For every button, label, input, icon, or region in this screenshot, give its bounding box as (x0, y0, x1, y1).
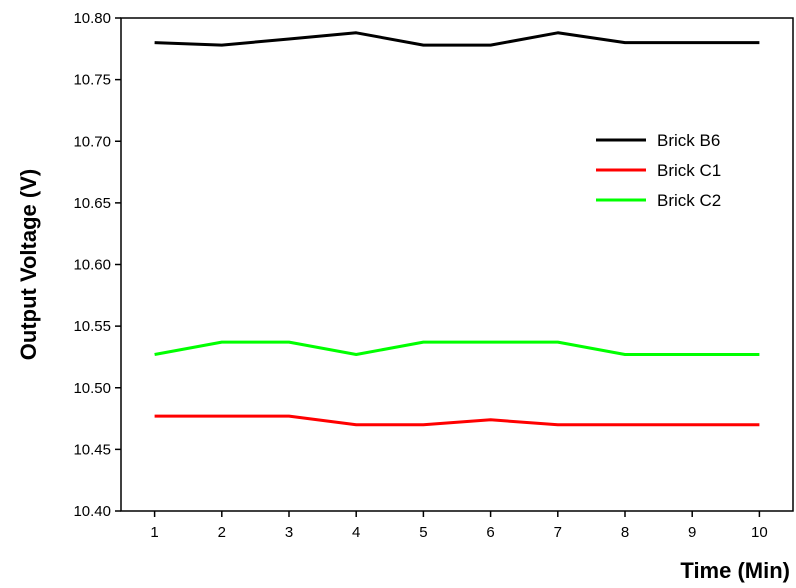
series-line-brick-b6 (154, 31, 760, 47)
x-tick-label: 10 (751, 524, 768, 541)
x-tick-label: 3 (285, 524, 293, 541)
y-tick-label: 10.75 (73, 72, 111, 89)
y-tick-label: 10.45 (73, 441, 111, 458)
series-line-brick-c2 (154, 340, 760, 356)
y-axis-ticks: 10.40 10.45 10.50 10.55 10.60 10.65 10.70 10.75… (73, 10, 121, 520)
y-axis-title: Output Voltage (V) (16, 169, 41, 360)
legend-label-brick-c1: Brick C1 (657, 161, 721, 180)
x-tick-label: 2 (218, 524, 226, 541)
series-lines (154, 31, 760, 427)
legend-label-brick-c2: Brick C2 (657, 191, 721, 210)
x-tick-label: 9 (688, 524, 696, 541)
y-tick-label: 10.50 (73, 380, 111, 397)
x-tick-label: 7 (554, 524, 562, 541)
x-axis-ticks: 1 2 3 4 5 6 7 8 9 10 (150, 511, 768, 541)
legend: Brick B6 Brick C1 Brick C2 (596, 131, 721, 210)
y-tick-label: 10.70 (73, 133, 111, 150)
plot-area (120, 17, 794, 512)
y-tick-label: 10.40 (73, 503, 111, 520)
plot-frame (120, 17, 794, 512)
x-tick-label: 8 (621, 524, 629, 541)
x-tick-label: 5 (419, 524, 427, 541)
y-tick-label: 10.60 (73, 257, 111, 274)
x-tick-label: 4 (352, 524, 360, 541)
x-tick-label: 1 (150, 524, 158, 541)
legend-label-brick-b6: Brick B6 (657, 131, 720, 150)
x-axis-title: Time (Min) (680, 558, 790, 583)
y-tick-label: 10.65 (73, 195, 111, 212)
x-tick-label: 6 (486, 524, 494, 541)
series-line-brick-c1 (154, 414, 760, 427)
y-tick-label: 10.80 (73, 10, 111, 27)
y-tick-label: 10.55 (73, 318, 111, 335)
